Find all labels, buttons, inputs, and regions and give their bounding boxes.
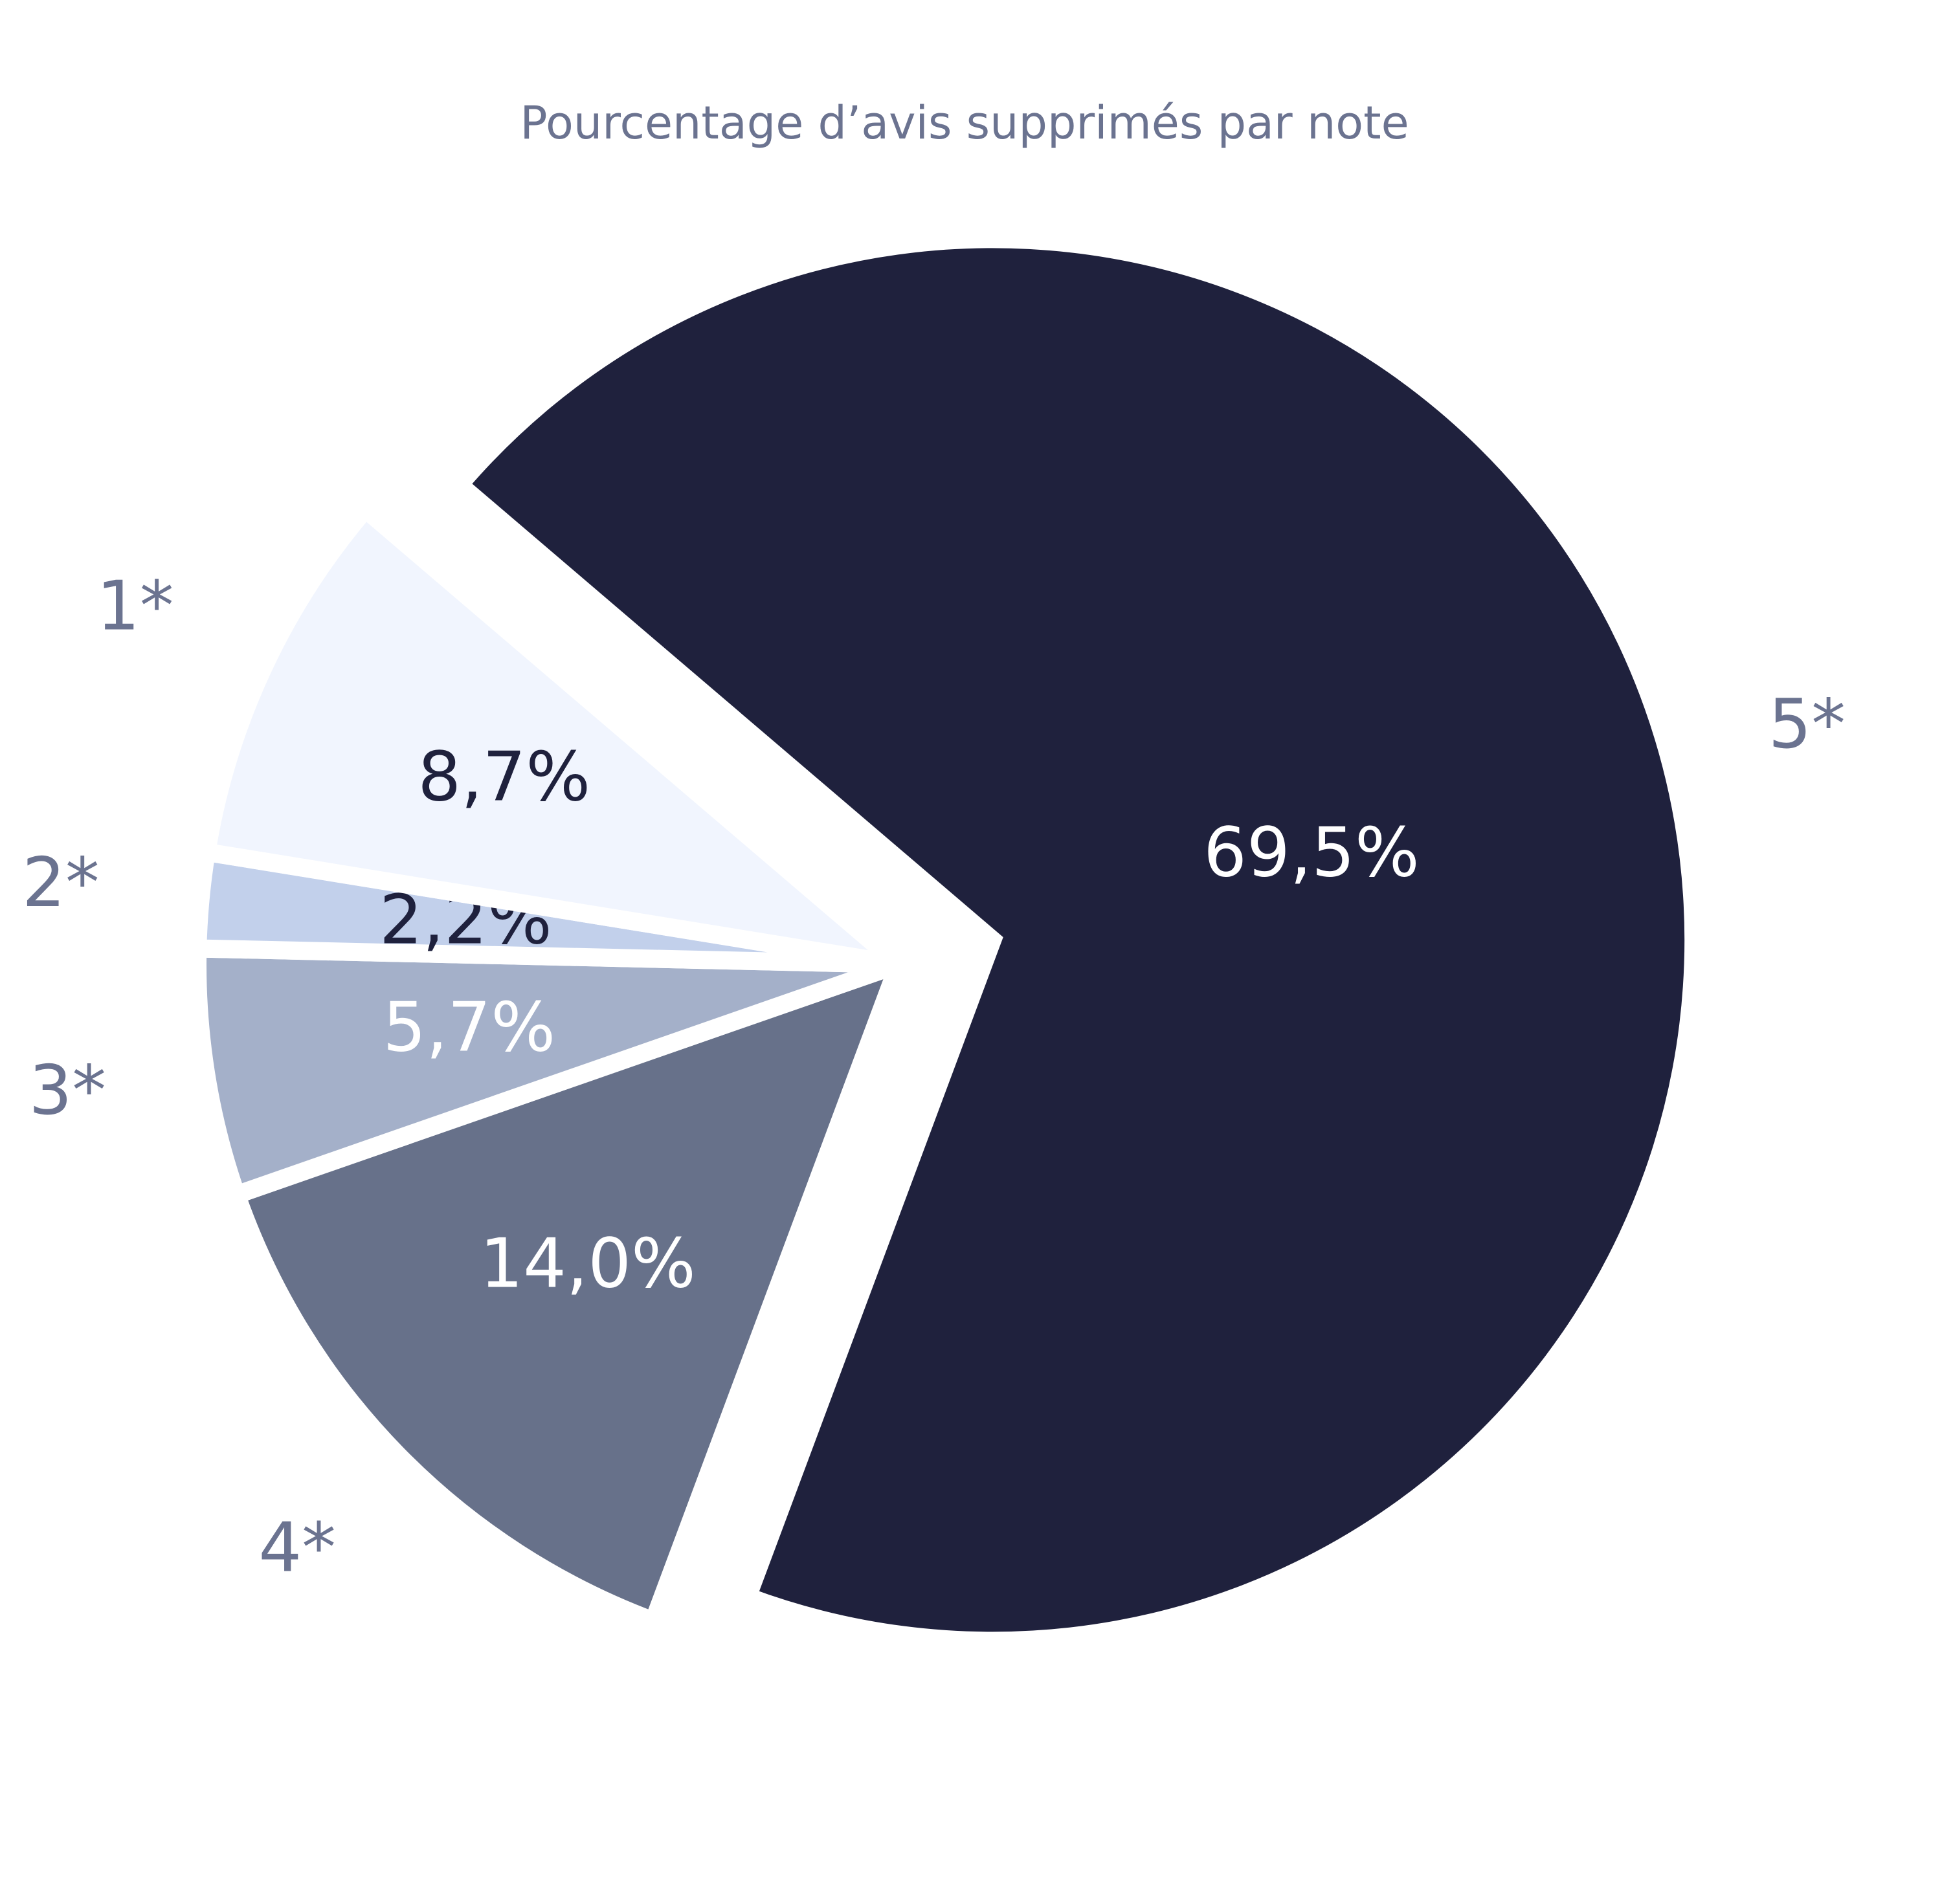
- value-label: 14,0%: [480, 1224, 696, 1303]
- chart-title: Pourcentage d’avis supprimés par note: [520, 96, 1409, 149]
- category-label: 3*: [29, 1051, 106, 1130]
- pie-slice: [446, 230, 1703, 1650]
- pie-slice: [225, 949, 914, 1633]
- category-label: 4*: [258, 1509, 335, 1588]
- value-label: 5,7%: [383, 988, 555, 1067]
- category-label: 1*: [96, 567, 173, 646]
- category-label: 5*: [1769, 685, 1846, 764]
- value-label: 69,5%: [1203, 814, 1420, 892]
- pie-slice: [195, 496, 930, 979]
- value-label: 8,7%: [418, 738, 590, 817]
- category-label: 2*: [22, 843, 99, 922]
- pie-slice: [188, 939, 902, 1206]
